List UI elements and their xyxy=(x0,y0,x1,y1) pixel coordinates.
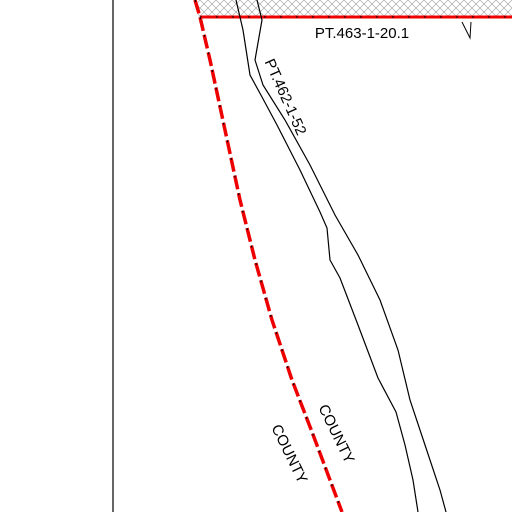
road-edge xyxy=(235,0,419,512)
road-edge xyxy=(254,0,447,512)
hatched-parcel xyxy=(198,0,512,17)
parcel-label: PT.463-1-20.1 xyxy=(315,25,409,42)
leader xyxy=(461,21,472,40)
county-line-ticks xyxy=(194,0,343,512)
